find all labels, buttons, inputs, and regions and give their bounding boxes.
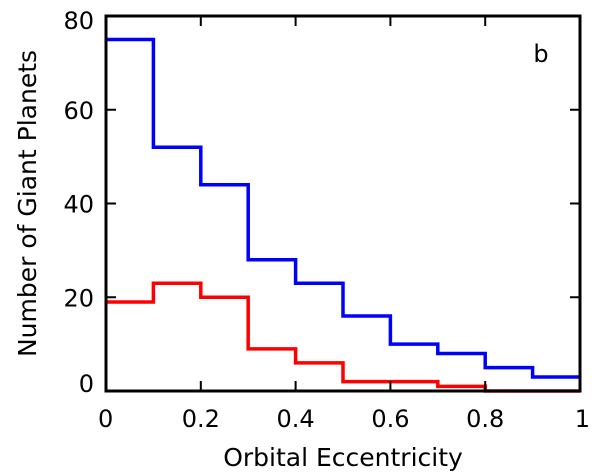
y-tick-label: 0 — [79, 370, 94, 398]
y-tick-label: 60 — [63, 97, 94, 125]
x-axis-label: Orbital Eccentricity — [223, 443, 463, 472]
x-tick-label: 0 — [98, 405, 113, 433]
x-tick-label: 0.6 — [371, 405, 409, 433]
x-tick-label: 0.2 — [182, 405, 220, 433]
y-tick-label: 20 — [63, 284, 94, 312]
panel-label: b — [533, 40, 548, 68]
x-tick-label: 0.4 — [277, 405, 315, 433]
x-tick-label: 0.8 — [466, 405, 504, 433]
series-layer — [106, 37, 580, 393]
plot-frame — [104, 14, 582, 393]
tick-layer: 0 0.2 0.4 0.6 0.8 1 0 20 40 60 80 — [63, 7, 590, 433]
x-tick-label: 1 — [575, 405, 590, 433]
y-axis-label: Number of Giant Planets — [13, 50, 42, 357]
y-tick-label: 40 — [63, 191, 94, 219]
series-1-step-line — [106, 37, 580, 379]
y-tick-label: 80 — [63, 7, 94, 35]
